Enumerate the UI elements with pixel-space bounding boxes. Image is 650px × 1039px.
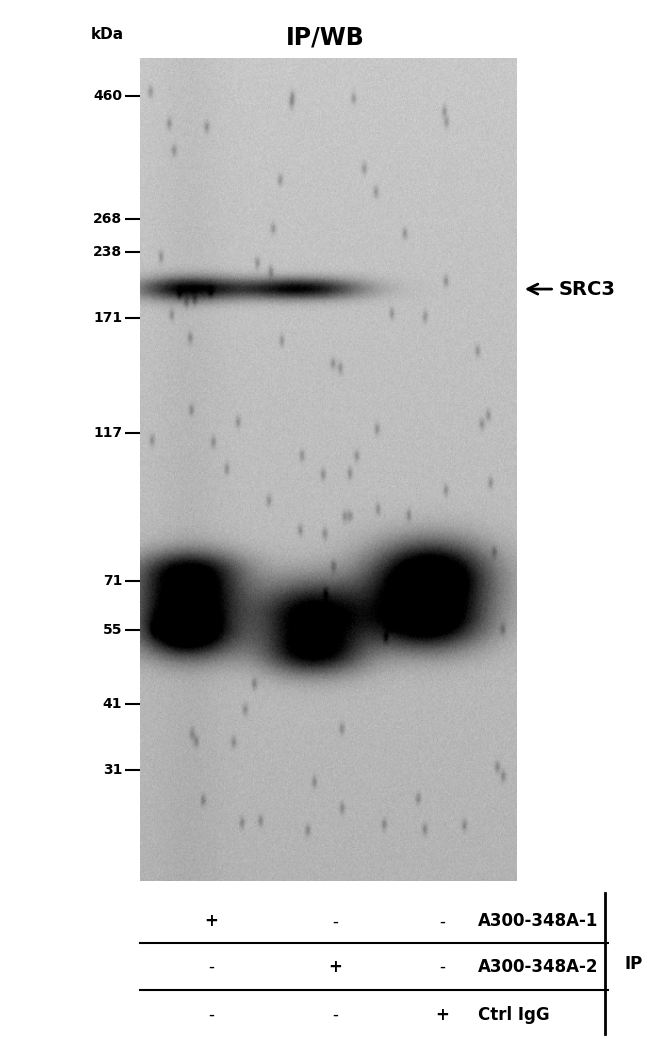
Text: -: - bbox=[439, 958, 445, 976]
Text: -: - bbox=[208, 1006, 214, 1023]
Text: +: + bbox=[204, 912, 218, 931]
Text: -: - bbox=[208, 958, 214, 976]
Text: Ctrl IgG: Ctrl IgG bbox=[478, 1006, 549, 1023]
Text: kDa: kDa bbox=[90, 27, 124, 43]
Text: IP/WB: IP/WB bbox=[285, 25, 365, 49]
Text: -: - bbox=[439, 912, 445, 931]
Text: 71: 71 bbox=[103, 575, 122, 588]
Text: -: - bbox=[332, 912, 338, 931]
Text: SRC3: SRC3 bbox=[559, 279, 616, 298]
Text: 31: 31 bbox=[103, 764, 122, 777]
Text: -: - bbox=[332, 1006, 338, 1023]
Text: +: + bbox=[435, 1006, 449, 1023]
Text: A300-348A-1: A300-348A-1 bbox=[478, 912, 598, 931]
Text: +: + bbox=[328, 958, 342, 976]
Text: 268: 268 bbox=[93, 212, 122, 227]
Text: 55: 55 bbox=[103, 623, 122, 638]
Text: 238: 238 bbox=[93, 245, 122, 259]
Text: IP: IP bbox=[624, 955, 642, 973]
Text: 41: 41 bbox=[103, 697, 122, 712]
Text: 171: 171 bbox=[93, 311, 122, 325]
Text: 117: 117 bbox=[93, 426, 122, 441]
Text: A300-348A-2: A300-348A-2 bbox=[478, 958, 598, 976]
Text: 460: 460 bbox=[93, 88, 122, 103]
